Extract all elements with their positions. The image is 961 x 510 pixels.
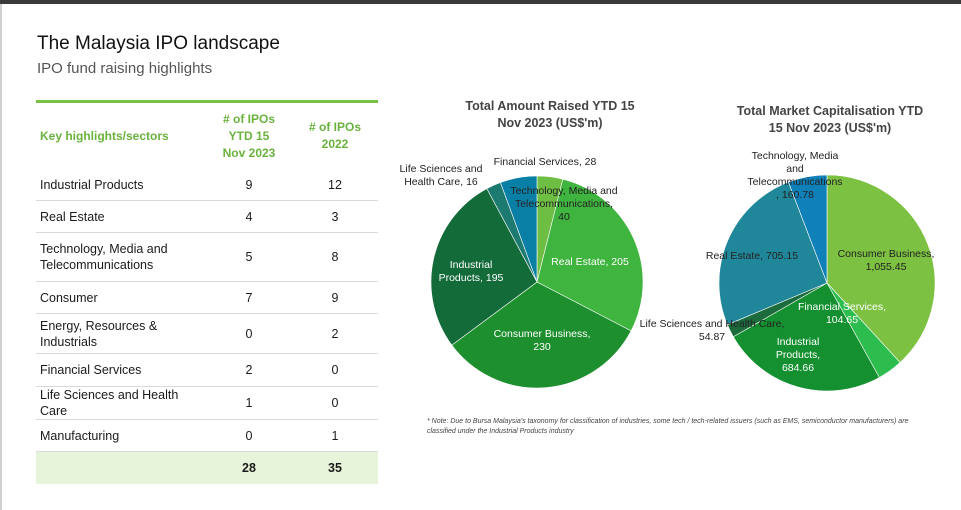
y2022-cell: 0 [292,386,378,420]
y2022-cell: 0 [292,353,378,387]
sector-cell: Financial Services [36,353,206,387]
pie-amount-raised-labels: Financial Services, 28 Real Estate, 205 Co… [400,156,629,353]
y2022-cell: 8 [292,232,378,282]
ytd-2023-cell: 2 [206,353,292,387]
table-row: Consumer 7 9 [36,281,378,314]
sector-cell: Energy, Resources & Industrials [36,313,206,354]
pie-slice-technology-media-and-telecommunications [500,175,538,283]
pie-label-real-estate: Real Estate, 705.15 [706,250,798,262]
pie-label-life-sciences: Life Sciences and Health Care, 54.87 [640,318,785,343]
sector-cell: Industrial Products [36,169,206,201]
pie-market-cap [718,174,936,392]
top-border [0,0,961,4]
table-row: Manufacturing 0 1 [36,419,378,452]
table-row: Energy, Resources & Industrials 0 2 [36,313,378,354]
pie-label-life-sciences: Life Sciences and Health Care, 16 [400,163,483,188]
ytd-2023-cell: 5 [206,232,292,282]
header-sector: Key highlights/sectors [36,100,206,170]
ipo-highlights-table: Key highlights/sectors # of IPOs YTD 15 … [36,100,378,484]
ytd-2023-cell: 7 [206,281,292,314]
pie-label-consumer-business: Consumer Business, 230 [494,328,591,353]
y2022-cell: 1 [292,419,378,452]
header-2022: # of IPOs 2022 [292,100,378,170]
table-row: Industrial Products 9 12 [36,169,378,201]
table-row: Life Sciences and Health Care 1 0 [36,386,378,420]
sector-cell: Manufacturing [36,419,206,452]
pie-slice-technology-media-and-telecommunications [788,174,828,284]
pie-slice-industrial-products [430,188,538,346]
left-border [0,4,2,510]
chart-title-amount-raised: Total Amount Raised YTD 15 Nov 2023 (US$… [465,99,635,130]
table-header-row: Key highlights/sectors # of IPOs YTD 15 … [36,100,378,170]
page-title: The Malaysia IPO landscape [37,33,280,54]
footnote: * Note: Due to Bursa Malaysia's taxonomy… [427,418,909,435]
ytd-2023-cell: 4 [206,200,292,233]
table-row: Real Estate 4 3 [36,200,378,233]
total-2022-cell: 35 [292,451,378,484]
y2022-cell: 2 [292,313,378,354]
sector-cell: Technology, Media and Telecommunications [36,232,206,282]
ytd-2023-cell: 9 [206,169,292,201]
pie-label-consumer-business: Consumer Business, 1,055.45 [838,248,935,273]
pie-slice-real-estate [718,181,828,326]
pie-slice-real-estate [536,178,644,332]
ytd-2023-cell: 0 [206,313,292,354]
sector-cell: Life Sciences and Health Care [36,386,206,420]
pie-label-industrial-products: Industrial Products, 195 [439,259,504,284]
pie-slice-industrial-products [732,282,880,392]
table-row: Technology, Media and Telecommunications… [36,232,378,282]
ytd-2023-cell: 1 [206,386,292,420]
pie-label-financial-services: Financial Services, 28 [494,156,597,168]
sector-cell: Real Estate [36,200,206,233]
pie-label-industrial-products: Industrial Products, 684.66 [776,336,820,374]
pie-label-financial-services: Financial Services, 104.65 [798,301,886,326]
ytd-2023-cell: 0 [206,419,292,452]
chart-title-market-cap: Total Market Capitalisation YTD 15 Nov 2… [736,104,924,135]
y2022-cell: 9 [292,281,378,314]
total-ytd-2023-cell: 28 [206,451,292,484]
table-row: Financial Services 2 0 [36,353,378,387]
total-label-cell [36,451,206,484]
y2022-cell: 12 [292,169,378,201]
y2022-cell: 3 [292,200,378,233]
sector-cell: Consumer [36,281,206,314]
pie-amount-raised [430,175,644,389]
header-ytd-2023: # of IPOs YTD 15 Nov 2023 [206,100,292,170]
page-subtitle: IPO fund raising highlights [37,60,213,77]
pie-label-technology-media: Technology, Media and Telecommunications, … [747,150,842,201]
pie-label-real-estate: Real Estate, 205 [551,256,629,268]
pie-slice-consumer-business [826,174,936,363]
table-total-row: 28 35 [36,451,378,484]
pie-market-cap-labels: Consumer Business, 1,055.45 Financial Serv… [640,150,935,374]
pie-label-technology-media: Technology, Media and Telecommunications,… [510,185,617,223]
pie-slice-consumer-business [451,281,632,389]
